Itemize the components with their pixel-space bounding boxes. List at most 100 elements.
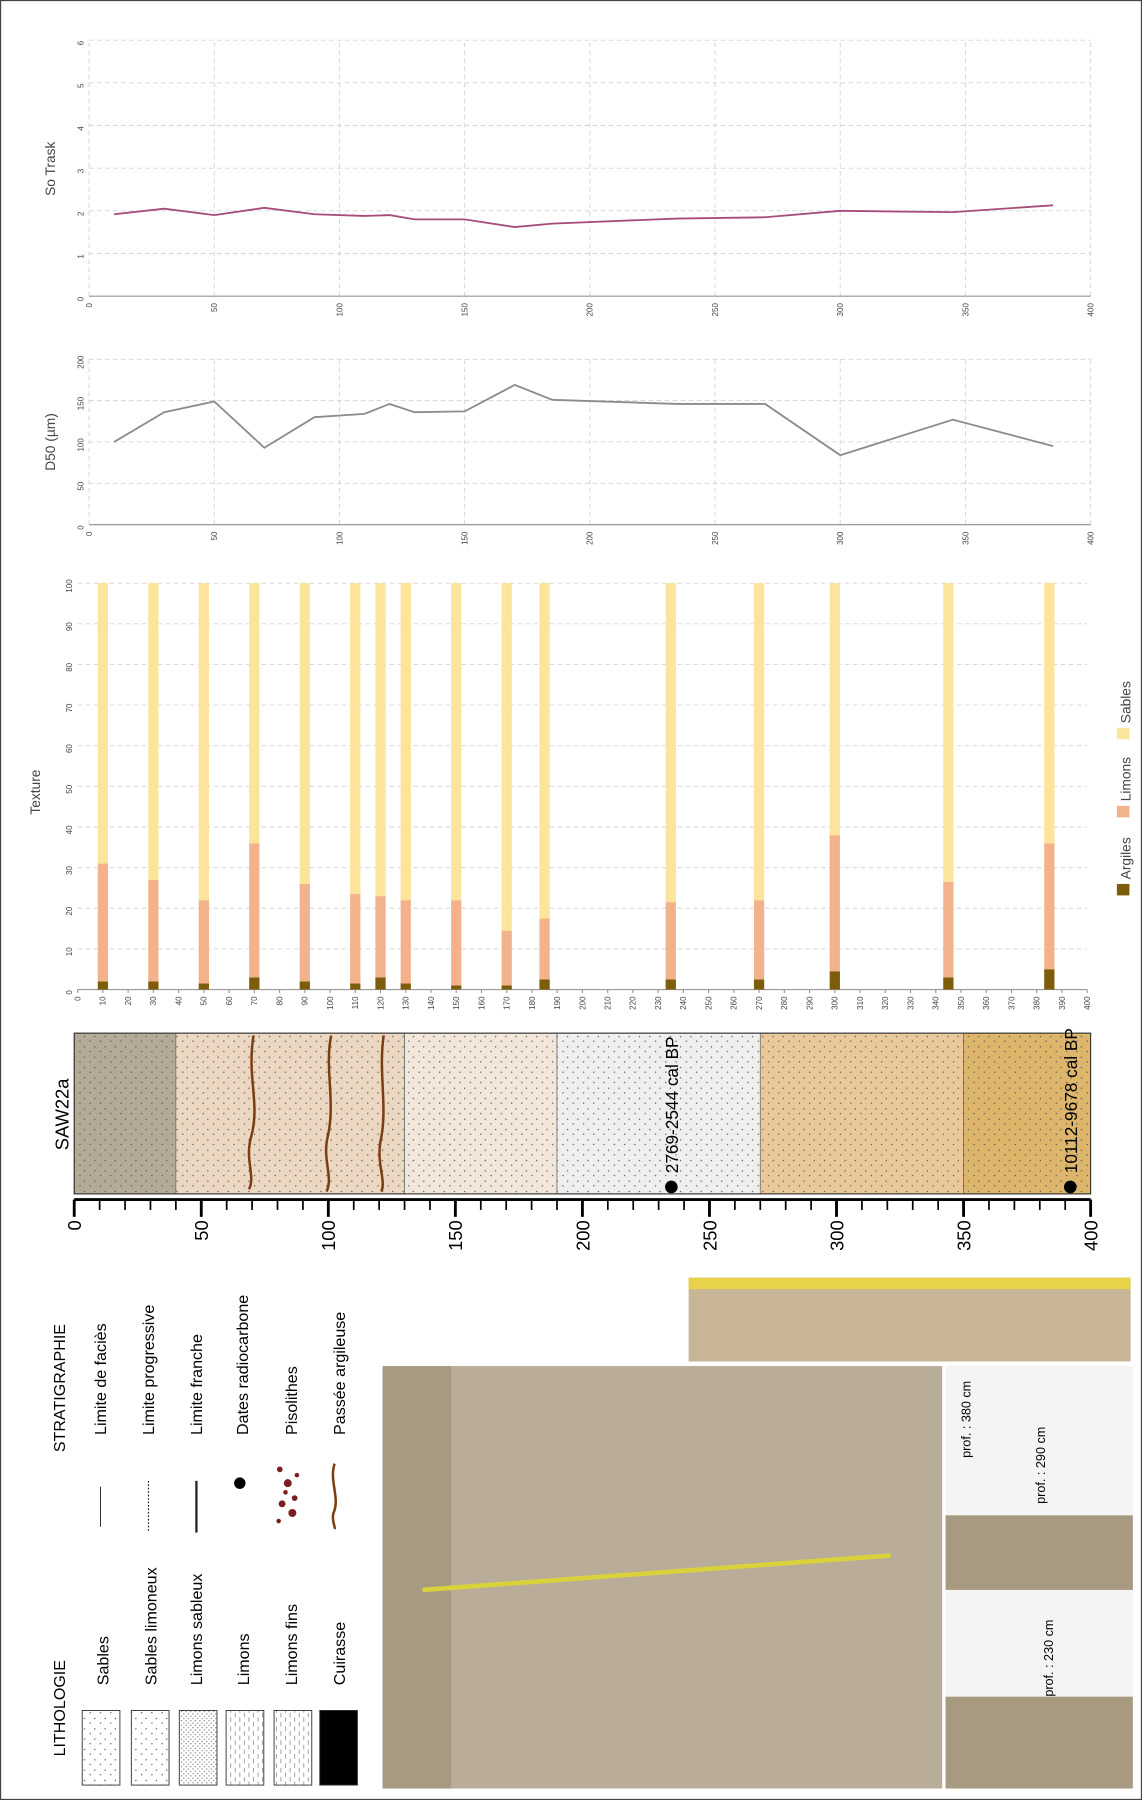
x-tick-label: 160 [477, 996, 486, 1010]
legend-item: Limons fins [283, 1604, 301, 1685]
x-tick-label: 120 [376, 996, 385, 1010]
x-tick-label: 350 [961, 303, 970, 317]
y-tick-label: 100 [76, 438, 85, 452]
y-tick-label: 4 [76, 126, 85, 131]
x-tick-label: 130 [402, 996, 411, 1010]
y-axis-label: D50 (µm) [43, 413, 58, 471]
bar-segment [400, 900, 411, 984]
x-tick-label: 290 [805, 996, 814, 1010]
bar-segment [400, 583, 411, 901]
clay-lenses [247, 1035, 385, 1193]
x-tick-label: 20 [124, 996, 133, 1005]
layer-texture [760, 1033, 964, 1194]
bar-segment [249, 977, 260, 990]
photo-label: prof. : 290 cm [1034, 1427, 1048, 1504]
x-tick-label: 240 [679, 996, 688, 1010]
x-tick-label: 400 [1083, 996, 1092, 1010]
layer-texture [404, 1033, 558, 1194]
bar-segment [375, 977, 386, 990]
legend-label: Sables [1119, 681, 1134, 723]
bar-segment [198, 583, 209, 901]
layer-texture [963, 1033, 1091, 1194]
bar-segment [1044, 969, 1055, 990]
x-tick-label: 30 [149, 996, 158, 1005]
x-tick-label: 50 [210, 303, 219, 312]
y-tick-label: 0 [76, 525, 85, 530]
date-marker [1064, 1180, 1077, 1194]
legend-item: Pisolithes [283, 1366, 301, 1435]
legend-item: Dates radiocarbone [234, 1295, 252, 1435]
date-label: 10112-9678 cal BP [1061, 1028, 1081, 1173]
legend-item: Limite franche [188, 1334, 206, 1435]
x-tick-label: 0 [85, 531, 94, 536]
layer-texture [74, 1033, 176, 1194]
x-tick-label: 190 [553, 996, 562, 1010]
x-tick-label: 150 [452, 996, 461, 1010]
y-tick-label: 0 [76, 296, 85, 301]
bar-segment [375, 583, 386, 897]
x-tick-label: 70 [250, 996, 259, 1005]
depth-tick-label: 400 [1081, 1220, 1102, 1251]
y-tick-label: 0 [65, 990, 74, 995]
x-tick-label: 200 [578, 996, 587, 1010]
bar-segment [148, 879, 159, 982]
depth-tick-label: 250 [699, 1220, 720, 1251]
legend-item: Limite progressive [140, 1305, 158, 1435]
x-tick-label: 40 [174, 996, 183, 1005]
y-tick-label: 1 [76, 254, 85, 259]
y-tick-label: 2 [76, 211, 85, 216]
bar-segment [501, 930, 512, 986]
x-tick-label: 280 [780, 996, 789, 1010]
bar-segment [1044, 843, 1055, 970]
date-label: 2769-2544 cal BP [662, 1036, 682, 1173]
y-tick-label: 30 [65, 865, 74, 874]
bar-segment [350, 894, 361, 984]
bar-segment [148, 981, 159, 990]
x-tick-label: 380 [1033, 996, 1042, 1010]
x-tick-label: 150 [461, 303, 470, 317]
x-tick-label: 100 [335, 531, 344, 545]
x-tick-label: 400 [1086, 531, 1095, 545]
bar-segment [350, 983, 361, 990]
photo-label: prof. : 230 cm [1042, 1620, 1056, 1697]
layer-texture [175, 1033, 405, 1194]
bar-segment [198, 983, 209, 990]
bar-segment [350, 583, 361, 895]
x-tick-label: 320 [881, 996, 890, 1010]
photo-label: prof. : 380 cm [960, 1381, 974, 1458]
x-tick-label: 60 [225, 996, 234, 1005]
legend-item: Sables limoneux [142, 1567, 160, 1685]
bar-segment [539, 918, 550, 980]
data-line [114, 204, 1054, 228]
legend-item: Limite de faciès [92, 1323, 110, 1435]
bar-segment [665, 979, 676, 990]
x-tick-label: 390 [1058, 996, 1067, 1010]
bar-segment [249, 843, 260, 978]
y-tick-label: 100 [65, 579, 74, 593]
bar-segment [753, 583, 765, 901]
bar-segment [943, 977, 954, 990]
bar-segment [829, 835, 840, 972]
bar-segment [400, 983, 411, 990]
bar-segment [249, 583, 260, 844]
x-tick-label: 0 [85, 303, 94, 308]
bar-segment [829, 583, 840, 836]
x-tick-label: 250 [704, 996, 713, 1010]
legend-item: Cuirasse [331, 1622, 349, 1685]
legend-title: LITHOLOGIE [51, 1660, 69, 1756]
bar-segment [198, 900, 209, 984]
x-tick-label: 300 [836, 531, 845, 545]
x-tick-label: 90 [301, 996, 310, 1005]
legend-title: STRATIGRAPHIE [51, 1324, 69, 1452]
depth-tick-label: 50 [191, 1220, 212, 1240]
depth-tick-label: 0 [64, 1220, 85, 1230]
x-tick-label: 100 [335, 303, 344, 317]
y-tick-label: 200 [76, 355, 85, 369]
x-tick-label: 360 [982, 996, 991, 1010]
y-tick-label: 60 [65, 744, 74, 753]
y-axis-label: Texture [28, 769, 43, 814]
x-tick-label: 300 [831, 996, 840, 1010]
